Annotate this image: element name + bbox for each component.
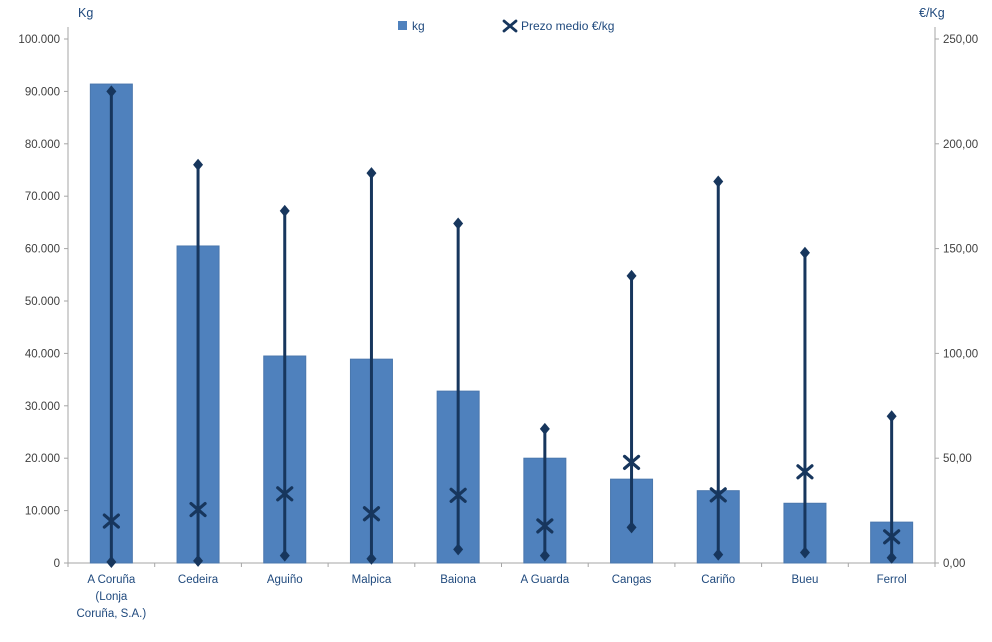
legend-label-prezo-medio: Prezo medio €/kg <box>521 19 614 33</box>
category-label: Cangas <box>612 574 652 586</box>
y-axis-right-tick-label: 200,00 <box>943 139 978 151</box>
price-max-diamond-marker <box>626 269 637 282</box>
y-axis-left-tick-label: 40.000 <box>25 348 60 360</box>
y-axis-right-title: €/Kg <box>919 6 945 20</box>
y-axis-left-title: Kg <box>78 6 93 20</box>
price-max-diamond-marker <box>886 410 897 423</box>
price-max-diamond-marker <box>713 175 724 188</box>
average-price-x-marker <box>796 464 814 480</box>
price-min-diamond-marker <box>626 521 637 534</box>
price-min-diamond-marker <box>279 549 290 562</box>
average-price-x-marker <box>883 529 901 545</box>
average-price-x-marker <box>189 501 207 518</box>
y-axis-right-tick-label: 100,00 <box>943 348 978 360</box>
price-min-diamond-marker <box>539 549 550 562</box>
category-label: Cariño <box>701 574 735 586</box>
average-price-x-marker <box>362 506 381 522</box>
price-max-diamond-marker <box>366 167 377 180</box>
category-label: Malpica <box>352 574 392 586</box>
price-max-diamond-marker <box>193 158 204 171</box>
price-min-diamond-marker <box>799 546 810 559</box>
average-price-x-marker <box>536 518 554 534</box>
price-min-diamond-marker <box>713 548 724 561</box>
category-label: A Guarda <box>521 574 570 586</box>
y-axis-left-tick-label: 90.000 <box>25 86 60 98</box>
y-axis-left-tick-label: 30.000 <box>25 401 60 413</box>
average-price-x-marker <box>622 454 641 470</box>
category-label: Aguiño <box>267 574 303 586</box>
legend-x-marker <box>502 19 518 33</box>
legend-kg-swatch <box>398 21 407 30</box>
y-axis-left-tick-label: 20.000 <box>25 453 60 465</box>
price-min-diamond-marker <box>193 554 204 567</box>
price-min-diamond-marker <box>106 555 117 568</box>
y-axis-left-tick-label: 0 <box>54 558 60 570</box>
y-axis-left-tick-label: 70.000 <box>25 191 60 203</box>
y-axis-right-tick-label: 150,00 <box>943 244 978 256</box>
y-axis-left-tick-label: 100.000 <box>18 34 60 46</box>
y-axis-left-tick-label: 10.000 <box>25 506 60 518</box>
legend-label-kg: kg <box>412 19 425 33</box>
price-max-diamond-marker <box>279 204 290 217</box>
y-axis-right-tick-label: 50,00 <box>943 453 972 465</box>
price-max-diamond-marker <box>453 217 464 230</box>
y-axis-left-tick-label: 60.000 <box>25 244 60 256</box>
average-price-x-marker <box>276 486 294 502</box>
price-min-diamond-marker <box>366 552 377 565</box>
category-label: Cedeira <box>178 574 219 586</box>
price-min-diamond-marker <box>453 543 464 556</box>
y-axis-right-tick-label: 0,00 <box>943 558 965 570</box>
average-price-x-marker <box>709 487 727 503</box>
category-label: Bueu <box>792 574 819 586</box>
category-label: Ferrol <box>877 574 907 586</box>
y-axis-left-tick-label: 80.000 <box>25 139 60 151</box>
price-min-diamond-marker <box>886 551 897 564</box>
y-axis-left-tick-label: 50.000 <box>25 296 60 308</box>
price-max-diamond-marker <box>539 422 550 435</box>
price-max-diamond-marker <box>799 246 810 259</box>
average-price-x-marker <box>102 513 120 529</box>
y-axis-right-tick-label: 250,00 <box>943 34 978 46</box>
category-label: Baiona <box>440 574 476 586</box>
average-price-x-marker <box>449 487 467 503</box>
category-label: A Coruña (Lonja Coruña, S.A.) <box>77 574 147 620</box>
price-max-diamond-marker <box>106 85 117 98</box>
